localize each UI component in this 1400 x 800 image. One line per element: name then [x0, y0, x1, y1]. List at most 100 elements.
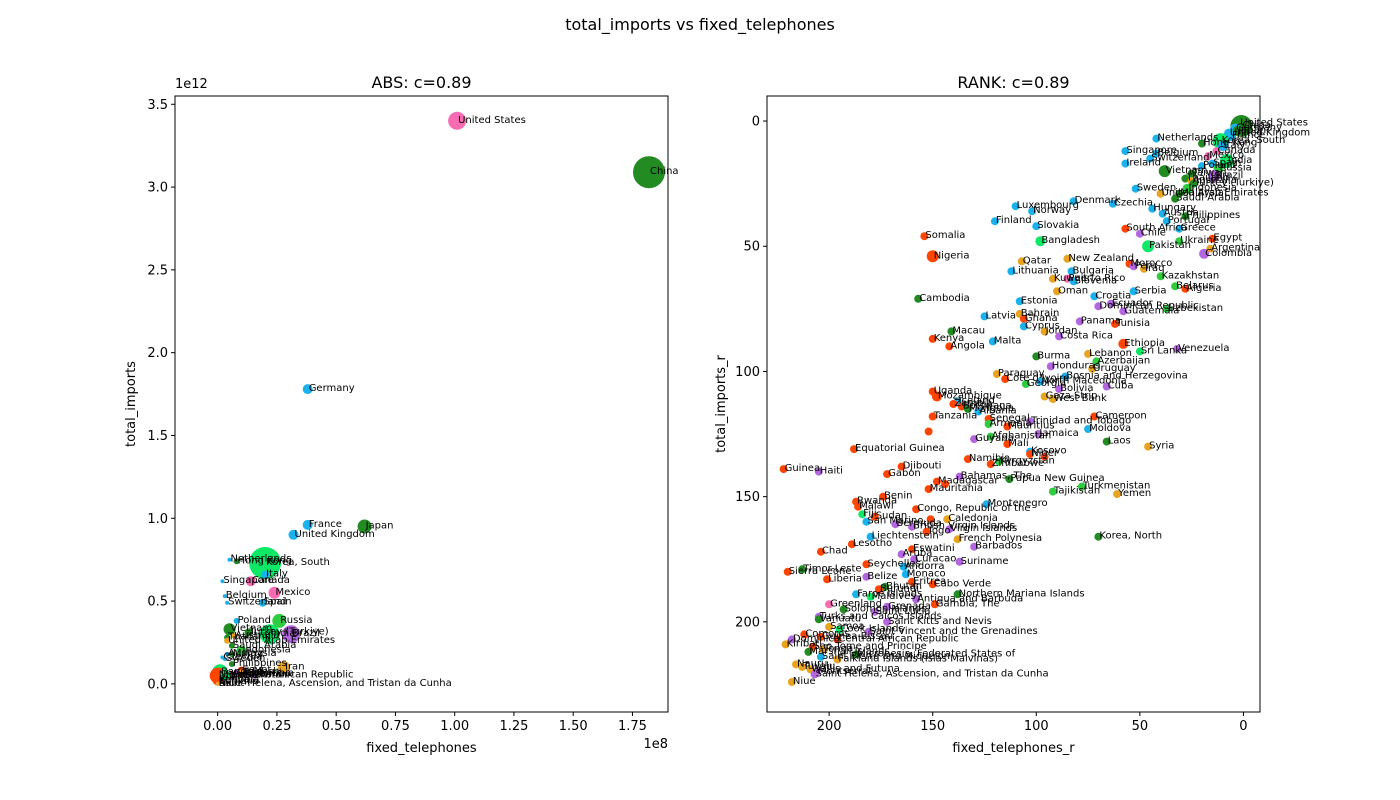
data-point	[1102, 437, 1111, 446]
data-point	[810, 670, 819, 679]
data-point	[787, 635, 796, 644]
point-label: Tanzania	[933, 411, 978, 422]
data-point	[816, 547, 825, 556]
data-point	[1171, 282, 1180, 291]
data-point	[357, 519, 372, 534]
data-point	[866, 532, 875, 541]
data-point	[288, 529, 299, 540]
point-label: Mali	[1008, 438, 1028, 449]
data-point	[219, 670, 230, 681]
point-label: Greenland	[830, 598, 882, 609]
data-point	[781, 640, 790, 649]
data-point	[953, 535, 962, 544]
data-point	[1171, 194, 1180, 203]
x-tick-label: 0.00	[203, 719, 232, 734]
point-label: Egypt	[242, 665, 271, 676]
point-label: Comoros	[805, 628, 849, 639]
point-label: Bolivia	[1060, 383, 1093, 394]
point-label: Afghanistan	[992, 431, 1052, 442]
data-point	[1017, 257, 1026, 266]
x-tick-label: 1.00	[440, 719, 469, 734]
point-label: Singapore	[223, 575, 273, 586]
point-label: Syria	[1149, 441, 1174, 452]
data-point	[1048, 274, 1057, 283]
y-tick-label: 2.0	[147, 346, 168, 361]
data-point	[800, 630, 809, 639]
y-tick-label: 100	[735, 365, 760, 380]
data-point	[1181, 284, 1190, 293]
data-point	[928, 412, 937, 421]
data-point	[1094, 302, 1103, 311]
data-point	[864, 627, 873, 636]
data-point	[850, 445, 858, 454]
data-point	[883, 470, 892, 479]
points-layer	[209, 111, 665, 686]
data-point	[852, 650, 861, 659]
data-point	[225, 652, 230, 656]
data-point	[1075, 317, 1084, 326]
data-point	[783, 567, 792, 576]
data-point	[986, 460, 995, 469]
data-point	[228, 672, 235, 679]
point-label: Portugal	[1168, 215, 1209, 226]
point-label: Benin	[884, 491, 912, 502]
point-label: Armenia	[990, 418, 1032, 429]
data-point	[839, 605, 848, 614]
point-label: Cabo Verde	[934, 578, 991, 589]
point-label: Austria	[228, 648, 263, 659]
point-label: France	[309, 519, 342, 530]
point-label: Egypt	[1213, 233, 1242, 244]
data-point	[1208, 170, 1221, 183]
point-label: Venezuela	[1178, 343, 1229, 354]
point-label: Malta	[994, 335, 1022, 346]
point-label: Indonesia	[242, 645, 290, 656]
point-label: Bangladesh	[1041, 235, 1100, 246]
data-point	[302, 519, 313, 530]
point-label: Congo, Republic of the	[917, 503, 1030, 514]
data-point	[1019, 314, 1028, 323]
data-point	[242, 669, 251, 678]
point-label: Burma	[1037, 350, 1070, 361]
point-label: Tonga	[823, 643, 853, 654]
point-label: Brazil	[292, 628, 320, 639]
data-point	[268, 586, 281, 599]
point-label: Cameroon	[1095, 411, 1146, 422]
data-point	[228, 661, 235, 667]
data-point	[1007, 267, 1016, 276]
data-point	[1158, 209, 1167, 218]
point-label: Korea, North	[1099, 531, 1162, 542]
data-point	[1034, 430, 1043, 438]
point-label: Zambia	[954, 398, 992, 409]
data-point	[922, 527, 931, 536]
point-label: West Bank	[1054, 393, 1107, 404]
data-point	[879, 492, 887, 501]
data-point	[1090, 412, 1099, 421]
data-point	[1069, 197, 1078, 206]
point-label: Slovenia	[1075, 275, 1118, 286]
data-point	[798, 662, 807, 671]
data-point	[862, 572, 871, 581]
data-point	[1053, 287, 1061, 296]
point-label: Aruba	[903, 548, 933, 559]
point-label: Maldives	[872, 591, 916, 602]
data-point	[1035, 236, 1046, 247]
point-label: Canada	[252, 575, 290, 586]
point-label: Turkey (Turkiye)	[249, 627, 329, 638]
point-label: Costa Rica	[1060, 330, 1113, 341]
data-point	[1005, 475, 1014, 484]
data-point	[233, 669, 240, 676]
data-point	[1084, 349, 1093, 358]
point-label: Marshall Islands	[809, 646, 889, 657]
data-point	[1040, 327, 1049, 336]
data-point	[833, 655, 842, 664]
point-label: Uruguay	[1093, 363, 1136, 374]
data-point	[862, 560, 871, 569]
x-axis-label: fixed_telephones_r	[952, 741, 1075, 756]
point-label: Yemen	[1117, 488, 1151, 499]
x-axis-label: fixed_telephones	[366, 741, 477, 756]
data-point	[870, 607, 879, 616]
y-tick-label: 2.5	[147, 263, 168, 278]
point-label: Saint Helena, Ascension, and Tristan da …	[219, 678, 452, 689]
point-label: Bangladesh	[221, 666, 280, 677]
panel-title: ABS: c=0.89	[371, 73, 471, 92]
